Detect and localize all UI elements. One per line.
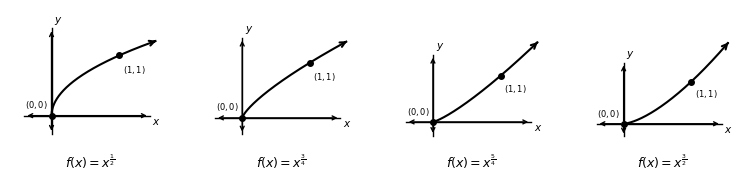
Text: $(0,0)$: $(0,0)$ — [597, 108, 620, 120]
Text: $y$: $y$ — [436, 42, 444, 53]
Text: $f(x)=x^{\frac{1}{2}}$: $f(x)=x^{\frac{1}{2}}$ — [65, 152, 116, 171]
Text: $(0,0)$: $(0,0)$ — [216, 101, 239, 113]
Text: $f(x)=x^{\frac{3}{4}}$: $f(x)=x^{\frac{3}{4}}$ — [256, 152, 306, 171]
Text: $(1,1)$: $(1,1)$ — [313, 71, 336, 83]
Text: $f(x)=x^{\frac{3}{2}}$: $f(x)=x^{\frac{3}{2}}$ — [637, 152, 688, 171]
Text: $x$: $x$ — [534, 123, 542, 133]
Text: $x$: $x$ — [343, 119, 352, 129]
Text: $y$: $y$ — [245, 24, 254, 36]
Text: $(0,0)$: $(0,0)$ — [407, 106, 429, 118]
Text: $(1,1)$: $(1,1)$ — [123, 64, 145, 76]
Text: $y$: $y$ — [626, 49, 635, 61]
Text: $x$: $x$ — [152, 117, 161, 127]
Text: $(1,1)$: $(1,1)$ — [504, 83, 527, 95]
Text: $(0,0)$: $(0,0)$ — [26, 99, 48, 111]
Text: $y$: $y$ — [54, 15, 62, 27]
Text: $(1,1)$: $(1,1)$ — [695, 88, 718, 100]
Text: $f(x)=x^{\frac{5}{4}}$: $f(x)=x^{\frac{5}{4}}$ — [447, 152, 497, 171]
Text: $x$: $x$ — [724, 125, 733, 135]
